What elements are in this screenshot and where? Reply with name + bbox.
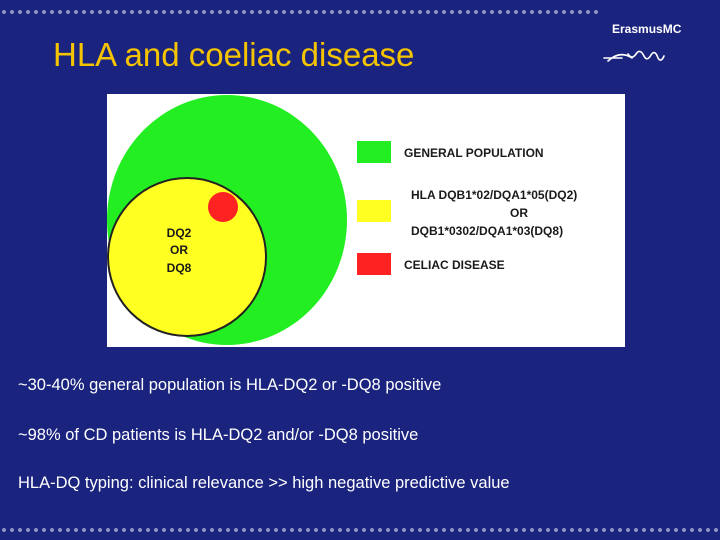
venn-diagram-figure: DQ2 OR DQ8 GENERAL POPULATION HLA DQB1*0… [107,94,625,347]
circle-label-or: OR [170,243,188,257]
legend-label-general: GENERAL POPULATION [404,146,544,160]
bullet-hla-typing: HLA-DQ typing: clinical relevance >> hig… [18,474,510,492]
legend-label-hla-dq8: DQB1*0302/DQA1*03(DQ8) [411,224,564,238]
legend-label-hla-or: OR [510,206,528,220]
celiac-disease-circle [208,192,238,222]
legend-label-celiac: CELIAC DISEASE [404,258,505,272]
logo-signature-icon [603,50,665,62]
bottom-dot-border [0,526,720,534]
slide-title: HLA and coeliac disease [53,36,415,73]
legend-swatch-general [357,141,391,163]
venn-diagram-canvas: DQ2 OR DQ8 [107,95,391,345]
top-dot-border [0,8,600,16]
logo-brand-text: ErasmusMC [612,22,682,36]
circle-label-dq2: DQ2 [167,226,192,240]
erasmus-mc-logo: ErasmusMC [598,14,682,74]
hla-dq-circle [107,177,267,337]
legend-swatch-celiac [357,253,391,275]
legend-swatch-hla [357,200,391,222]
circle-label-dq8: DQ8 [167,261,192,275]
legend-label-hla-dq2: HLA DQB1*02/DQA1*05(DQ2) [411,188,578,202]
bullet-cd-patients: ~98% of CD patients is HLA-DQ2 and/or -D… [18,426,419,444]
bullet-general-population: ~30-40% general population is HLA-DQ2 or… [18,376,442,394]
